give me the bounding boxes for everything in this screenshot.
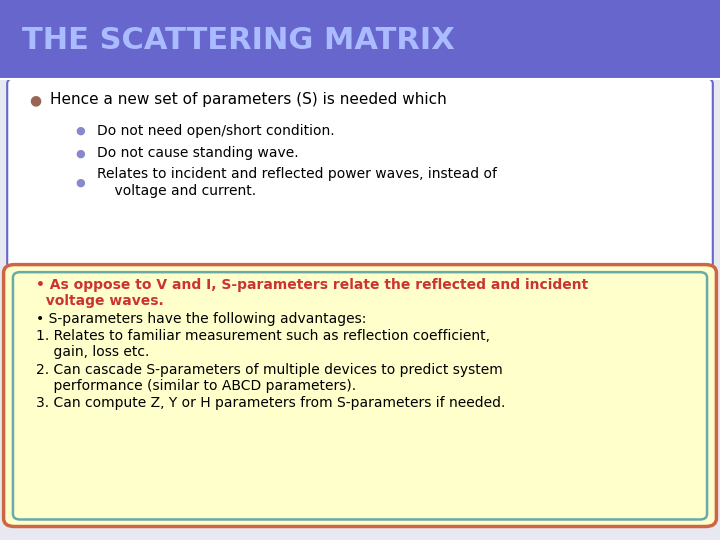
FancyBboxPatch shape xyxy=(4,265,716,526)
Text: performance (similar to ABCD parameters).: performance (similar to ABCD parameters)… xyxy=(36,379,356,393)
Text: 3. Can compute Z, Y or H parameters from S-parameters if needed.: 3. Can compute Z, Y or H parameters from… xyxy=(36,396,505,410)
FancyBboxPatch shape xyxy=(0,0,720,78)
Text: Hence a new set of parameters (S) is needed which: Hence a new set of parameters (S) is nee… xyxy=(50,92,447,107)
Text: ●: ● xyxy=(76,148,86,158)
Text: ●: ● xyxy=(29,93,41,107)
Text: • S-parameters have the following advantages:: • S-parameters have the following advant… xyxy=(36,312,366,326)
Text: gain, loss etc.: gain, loss etc. xyxy=(36,345,149,359)
Text: ●: ● xyxy=(76,178,86,187)
Text: voltage waves.: voltage waves. xyxy=(36,294,163,308)
Text: Do not need open/short condition.: Do not need open/short condition. xyxy=(97,124,335,138)
Text: Do not cause standing wave.: Do not cause standing wave. xyxy=(97,146,299,160)
Text: • As oppose to V and I, S-parameters relate the reflected and incident: • As oppose to V and I, S-parameters rel… xyxy=(36,278,588,292)
Text: ●: ● xyxy=(76,126,86,136)
FancyBboxPatch shape xyxy=(7,78,713,275)
Text: 1. Relates to familiar measurement such as reflection coefficient,: 1. Relates to familiar measurement such … xyxy=(36,329,490,343)
Text: Relates to incident and reflected power waves, instead of
    voltage and curren: Relates to incident and reflected power … xyxy=(97,167,498,198)
Text: THE SCATTERING MATRIX: THE SCATTERING MATRIX xyxy=(22,26,454,55)
Text: 2. Can cascade S-parameters of multiple devices to predict system: 2. Can cascade S-parameters of multiple … xyxy=(36,363,503,377)
